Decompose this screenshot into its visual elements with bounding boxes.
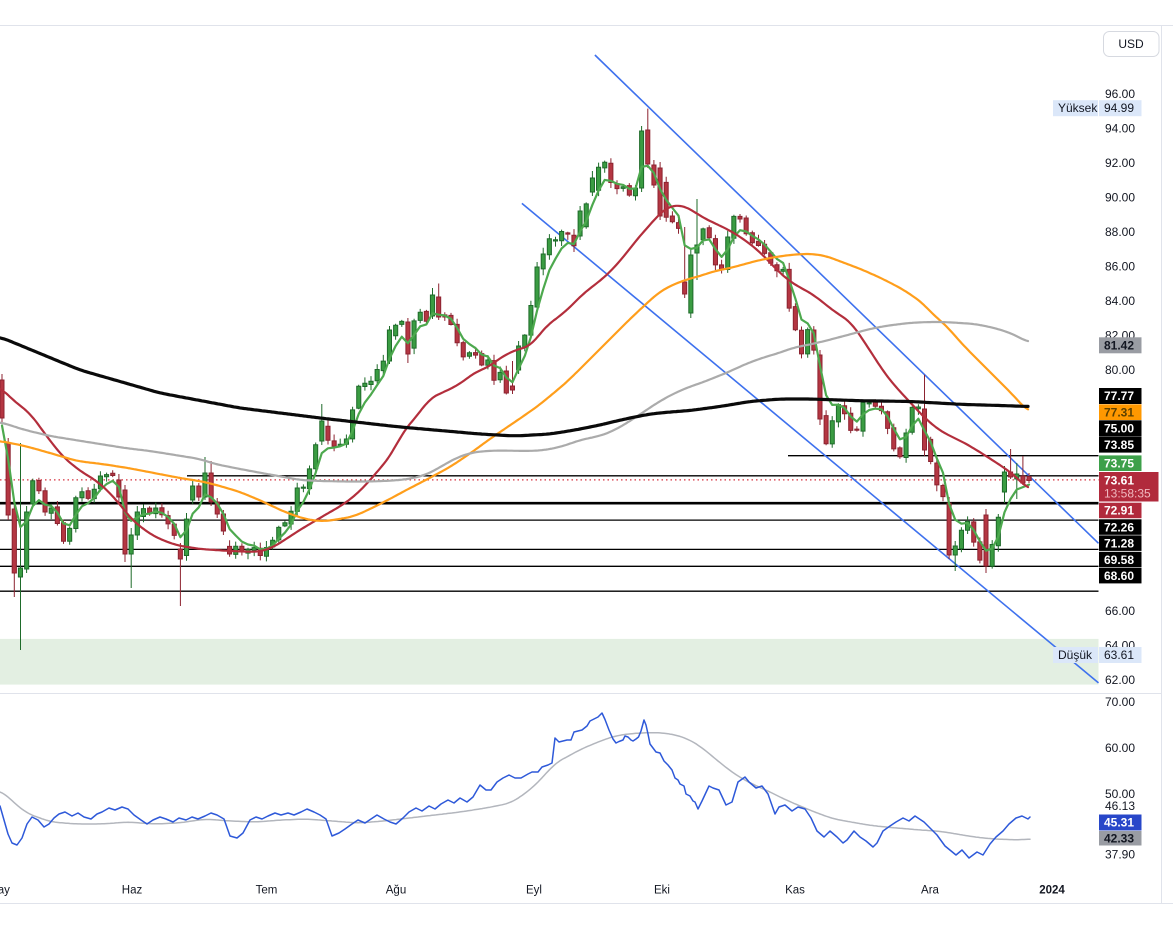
- svg-text:92.00: 92.00: [1105, 156, 1135, 170]
- svg-text:46.13: 46.13: [1105, 799, 1135, 813]
- svg-text:75.00: 75.00: [1104, 422, 1134, 436]
- svg-text:Düşük: Düşük: [1058, 648, 1093, 662]
- svg-text:96.00: 96.00: [1105, 87, 1135, 101]
- svg-text:81.42: 81.42: [1104, 339, 1134, 353]
- svg-text:USD: USD: [1118, 37, 1144, 51]
- svg-text:73.85: 73.85: [1104, 438, 1134, 452]
- svg-text:77.31: 77.31: [1104, 405, 1134, 419]
- svg-text:Ara: Ara: [921, 885, 940, 897]
- svg-text:73.61: 73.61: [1104, 474, 1134, 488]
- svg-text:86.00: 86.00: [1105, 259, 1135, 273]
- svg-text:45.31: 45.31: [1104, 816, 1134, 830]
- svg-text:71.28: 71.28: [1104, 536, 1134, 550]
- svg-text:May: May: [0, 885, 10, 897]
- svg-text:94.99: 94.99: [1104, 101, 1134, 115]
- svg-text:Ağu: Ağu: [386, 885, 406, 897]
- svg-text:66.00: 66.00: [1105, 604, 1135, 618]
- svg-text:2024: 2024: [1039, 885, 1065, 897]
- svg-text:Eki: Eki: [654, 885, 670, 897]
- svg-text:72.91: 72.91: [1104, 504, 1134, 518]
- svg-text:50.00: 50.00: [1105, 787, 1135, 801]
- svg-text:94.00: 94.00: [1105, 122, 1135, 136]
- svg-text:37.90: 37.90: [1105, 848, 1135, 862]
- svg-text:90.00: 90.00: [1105, 191, 1135, 205]
- svg-text:Haz: Haz: [122, 885, 143, 897]
- svg-text:80.00: 80.00: [1105, 363, 1135, 377]
- svg-text:63.61: 63.61: [1104, 648, 1134, 662]
- svg-text:Kas: Kas: [785, 885, 805, 897]
- svg-text:60.00: 60.00: [1105, 741, 1135, 755]
- svg-text:70.00: 70.00: [1105, 695, 1135, 709]
- svg-text:68.60: 68.60: [1104, 569, 1134, 583]
- svg-text:73.75: 73.75: [1104, 456, 1134, 470]
- svg-text:88.00: 88.00: [1105, 225, 1135, 239]
- svg-text:69.58: 69.58: [1104, 553, 1134, 567]
- svg-text:72.26: 72.26: [1104, 520, 1134, 534]
- svg-text:84.00: 84.00: [1105, 294, 1135, 308]
- svg-text:13:58:35: 13:58:35: [1104, 487, 1151, 501]
- svg-text:Tem: Tem: [256, 885, 278, 897]
- svg-text:42.33: 42.33: [1104, 831, 1134, 845]
- svg-text:Yüksek: Yüksek: [1058, 101, 1098, 115]
- svg-text:Eyl: Eyl: [526, 885, 542, 897]
- svg-text:77.77: 77.77: [1104, 389, 1134, 403]
- svg-text:62.00: 62.00: [1105, 673, 1135, 687]
